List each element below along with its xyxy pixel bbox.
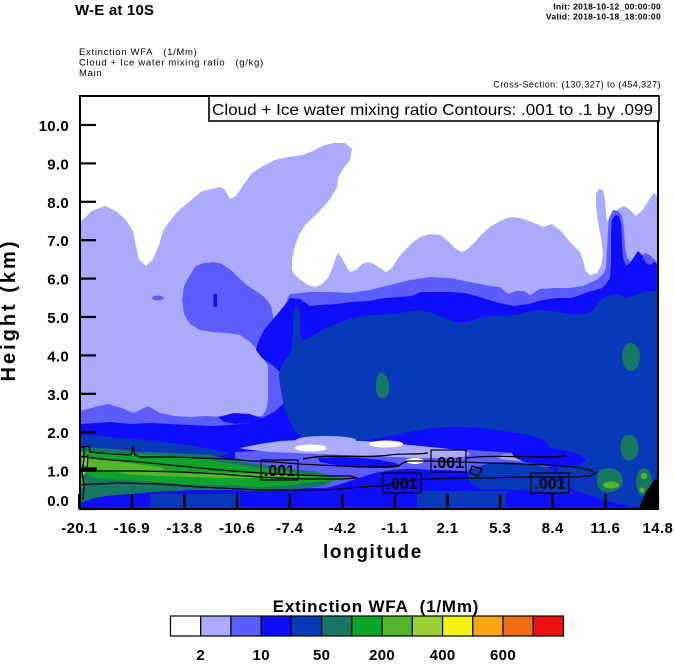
svg-text:Main: Main	[79, 68, 102, 79]
svg-text:Init: 2018-10-12_00:00:00: Init: 2018-10-12_00:00:00	[553, 2, 661, 12]
svg-text:Extinction WFA (1/Mm): Extinction WFA (1/Mm)	[79, 47, 198, 58]
svg-text:11.6: 11.6	[590, 520, 620, 537]
svg-text:.001: .001	[433, 455, 464, 472]
svg-text:10.0: 10.0	[39, 118, 69, 135]
svg-text:W-E at 10S: W-E at 10S	[75, 2, 154, 19]
svg-text:2: 2	[196, 647, 205, 664]
svg-text:-1.1: -1.1	[381, 520, 408, 537]
svg-text:longitude: longitude	[323, 542, 423, 563]
svg-text:Cross-Section: (130,327) to (4: Cross-Section: (130,327) to (454,327)	[493, 80, 661, 90]
svg-text:-7.4: -7.4	[276, 520, 304, 537]
svg-text:6.0: 6.0	[47, 272, 69, 289]
svg-text:-16.9: -16.9	[114, 520, 150, 537]
svg-text:Extinction WFA (1/Mm): Extinction WFA (1/Mm)	[273, 597, 479, 616]
svg-text:-10.6: -10.6	[219, 520, 255, 537]
svg-text:8.4: 8.4	[542, 520, 564, 537]
svg-text:-20.1: -20.1	[61, 520, 97, 537]
svg-text:Valid: 2018-10-18_18:00:00: Valid: 2018-10-18_18:00:00	[546, 12, 661, 22]
svg-text:Cloud + Ice water mixing ratio: Cloud + Ice water mixing ratio Contours:…	[212, 102, 653, 119]
svg-text:50: 50	[313, 647, 330, 664]
svg-text:10: 10	[253, 647, 270, 664]
svg-text:4.0: 4.0	[47, 348, 69, 365]
svg-text:5.0: 5.0	[47, 310, 69, 327]
svg-text:8.0: 8.0	[47, 195, 69, 212]
svg-text:Cloud + Ice water mixing ratio: Cloud + Ice water mixing ratio (g/kg)	[79, 58, 264, 69]
svg-text:2.1: 2.1	[436, 520, 458, 537]
svg-text:0.0: 0.0	[47, 493, 69, 510]
svg-text:600: 600	[490, 647, 516, 664]
svg-text:Height (km): Height (km)	[0, 239, 20, 382]
svg-text:.001: .001	[386, 476, 417, 493]
svg-text:9.0: 9.0	[47, 156, 69, 173]
svg-text:-4.2: -4.2	[329, 520, 356, 537]
svg-text:14.8: 14.8	[643, 520, 674, 537]
svg-text:200: 200	[369, 647, 395, 664]
svg-text:5.3: 5.3	[489, 520, 511, 537]
svg-text:3.0: 3.0	[47, 387, 69, 404]
svg-text:400: 400	[430, 647, 456, 664]
svg-text:.001: .001	[534, 476, 565, 493]
svg-text:1.0: 1.0	[47, 464, 69, 481]
svg-text:-13.8: -13.8	[166, 520, 202, 537]
svg-text:.001: .001	[264, 463, 295, 480]
svg-text:7.0: 7.0	[47, 233, 69, 250]
svg-text:2.0: 2.0	[47, 425, 69, 442]
